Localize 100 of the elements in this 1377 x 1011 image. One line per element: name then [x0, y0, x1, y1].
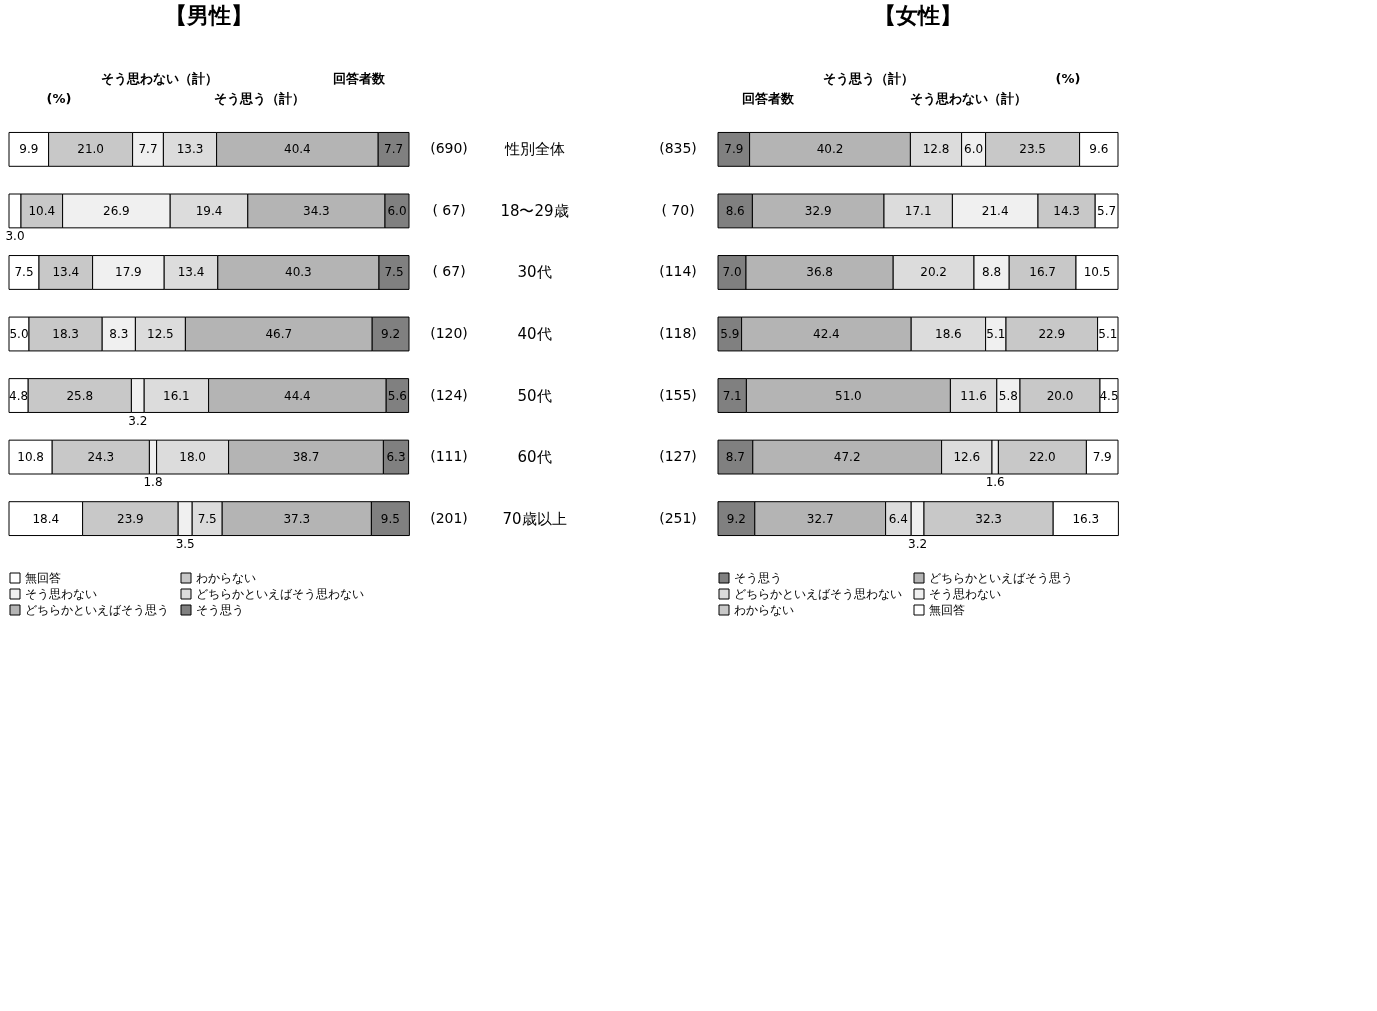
data-label: 14.3: [1053, 203, 1080, 218]
text: (127): [659, 448, 697, 465]
data-label: 25.8: [66, 388, 94, 403]
legend-label: どちらかといえばそう思わない: [196, 587, 364, 601]
legend-label: そう思う: [196, 603, 244, 617]
y-tick-label: 30代: [517, 263, 552, 282]
legend-label: どちらかといえばそう思う: [25, 603, 169, 617]
data-label: 12.5: [147, 327, 174, 341]
text: (251): [659, 509, 697, 526]
data-label: 6.4: [888, 511, 908, 526]
data-label: 22.9: [1038, 327, 1066, 341]
data-label: 13.4: [52, 265, 80, 280]
data-label: 18.4: [32, 511, 60, 526]
text: (%): [46, 91, 72, 106]
data-label: 16.7: [1029, 265, 1056, 280]
data-label: 42.4: [813, 327, 840, 341]
data-label: 6.3: [386, 450, 406, 465]
data-label: 17.9: [115, 265, 142, 280]
y-tick-label: 性別全体: [503, 140, 565, 159]
data-label: 32.9: [804, 203, 832, 218]
data-label: 3.5: [175, 536, 195, 551]
data-label: 9.2: [381, 327, 401, 341]
data-label: 5.6: [387, 388, 407, 403]
legend-label: 無回答: [25, 571, 61, 585]
data-label: 9.2: [726, 511, 746, 526]
data-label: 6.0: [964, 142, 984, 157]
data-label: 10.4: [28, 203, 56, 218]
data-label: 10.8: [17, 450, 44, 465]
legend-label: わからない: [196, 571, 256, 585]
data-label: 18.3: [52, 327, 79, 341]
data-label: 23.9: [117, 511, 144, 526]
y-tick-label: 40代: [517, 325, 552, 343]
y-tick-label: 70歳以上: [502, 509, 567, 528]
legend-label: そう思わない: [25, 587, 97, 601]
data-label: 7.9: [1092, 450, 1112, 465]
data-label: 8.7: [725, 450, 745, 465]
data-label: 17.1: [904, 203, 932, 218]
chart-title: 【男性】: [165, 3, 253, 28]
data-label: 44.4: [284, 388, 311, 403]
data-label: 18.6: [935, 327, 962, 341]
data-label: 13.3: [176, 142, 204, 157]
data-label: 3.2: [128, 413, 148, 428]
text: そう思う（計）: [213, 91, 305, 106]
legend-label: そう思う: [734, 571, 782, 585]
data-label: 5.9: [720, 327, 740, 341]
data-label: 20.0: [1046, 388, 1074, 403]
data-label: 3.2: [908, 536, 928, 551]
data-label: 13.4: [177, 265, 205, 280]
data-label: 7.5: [14, 265, 34, 280]
data-label: 46.7: [265, 327, 293, 341]
text: (155): [659, 386, 697, 403]
data-label: 36.8: [806, 265, 833, 280]
text: そう思わない（計）: [909, 91, 1027, 106]
data-label: 9.9: [19, 142, 39, 157]
data-label: 10.5: [1083, 265, 1111, 280]
data-label: 8.3: [109, 327, 129, 341]
text: (120): [430, 325, 468, 341]
data-label: 40.3: [285, 265, 312, 280]
text: ( 70): [661, 201, 695, 218]
data-label: 5.0: [9, 327, 29, 341]
text: そう思う（計）: [822, 71, 914, 86]
data-label: 32.7: [806, 511, 834, 526]
data-label: 51.0: [835, 388, 862, 403]
data-label: 32.3: [975, 511, 1002, 526]
data-label: 7.1: [722, 388, 742, 403]
data-label: 7.0: [722, 265, 742, 280]
legend-label: どちらかといえばそう思わない: [734, 587, 902, 601]
data-label: 7.9: [724, 142, 744, 157]
data-label: 3.0: [5, 228, 25, 243]
data-label: 47.2: [833, 450, 861, 465]
text: (201): [430, 509, 468, 526]
data-label: 7.5: [384, 265, 404, 280]
text: ( 67): [432, 263, 466, 280]
text: (%): [1055, 71, 1081, 86]
y-tick-label: 50代: [517, 386, 552, 405]
data-label: 4.5: [1099, 388, 1119, 403]
data-label: 7.5: [197, 511, 217, 526]
data-label: 11.6: [960, 388, 987, 403]
data-label: 19.4: [195, 203, 223, 218]
data-label: 5.1: [1098, 327, 1118, 341]
data-label: 38.7: [292, 450, 320, 465]
data-label: 9.5: [380, 511, 400, 526]
data-label: 40.4: [284, 142, 311, 157]
data-label: 6.0: [387, 203, 407, 218]
data-label: 8.8: [982, 265, 1002, 280]
data-label: 1.6: [985, 475, 1005, 490]
legend-label: どちらかといえばそう思う: [929, 571, 1073, 585]
legend-label: そう思わない: [929, 587, 1001, 601]
data-label: 8.6: [725, 203, 745, 218]
chart-title: 【女性】: [874, 3, 962, 28]
y-tick-label: 60代: [517, 448, 552, 467]
text: 回答者数: [742, 91, 795, 106]
text: (111): [430, 448, 468, 465]
data-label: 7.7: [138, 142, 158, 157]
data-label: 34.3: [303, 203, 330, 218]
text: そう思わない（計）: [100, 71, 218, 86]
text: (118): [659, 325, 697, 341]
data-label: 26.9: [103, 203, 130, 218]
text: (835): [659, 140, 697, 157]
text: 回答者数: [333, 71, 386, 86]
